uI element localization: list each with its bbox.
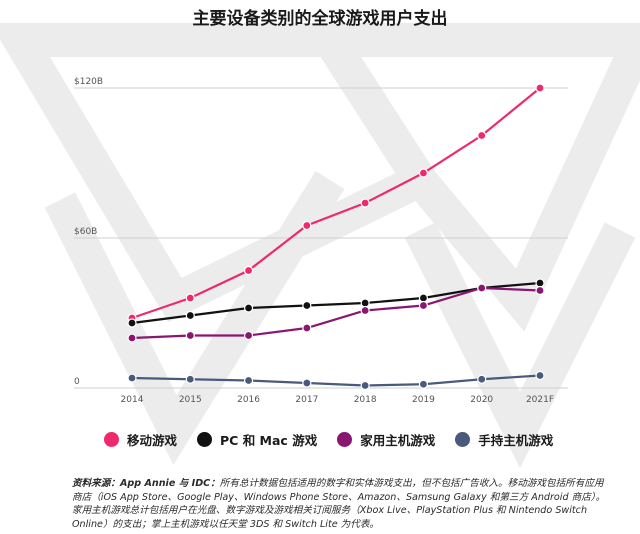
data-point [535, 370, 545, 381]
data-point [302, 220, 312, 231]
data-point [127, 373, 137, 383]
data-point [243, 375, 254, 386]
y-tick-labels: $120B $60B 0 [74, 77, 103, 387]
series-3 [127, 370, 545, 391]
grid-lines [74, 87, 568, 389]
x-tick-label: 2014 [121, 395, 144, 405]
legend-label: PC 和 Mac 游戏 [220, 432, 318, 448]
series-2 [127, 283, 545, 343]
series-line [131, 87, 541, 320]
legend-item: PC 和 Mac 游戏 [197, 430, 317, 449]
series-line [131, 286, 541, 340]
legend-swatch [104, 431, 119, 447]
series-0 [127, 83, 545, 323]
data-point [243, 303, 254, 313]
legend-swatch [197, 431, 213, 447]
data-point [302, 300, 312, 311]
footnote-source-label: 资料来源：App Annie 与 IDC： [72, 478, 220, 489]
x-tick-labels: 2014 2015 2016 2017 2018 2019 2020 2021F [121, 395, 555, 405]
legend-item: 手持主机游戏 [455, 430, 553, 449]
x-tick-label: 2017 [295, 395, 318, 405]
data-point [535, 83, 545, 93]
data-point [243, 330, 254, 341]
data-point [535, 278, 545, 288]
data-point [185, 293, 195, 303]
data-point [185, 330, 195, 341]
data-point [535, 285, 545, 296]
legend-label: 家用主机游戏 [360, 432, 436, 448]
x-tick-label: 2016 [237, 395, 260, 405]
data-point [418, 168, 429, 178]
series-line [131, 374, 541, 387]
legend-label: 手持主机游戏 [478, 432, 554, 448]
data-point [127, 318, 137, 328]
data-point [360, 305, 370, 316]
data-point [302, 323, 312, 333]
y-tick-label: $60B [74, 227, 97, 237]
series-lines [127, 83, 545, 391]
data-point [360, 380, 370, 391]
legend-label: 移动游戏 [127, 432, 178, 448]
data-point [477, 374, 487, 384]
x-tick-label: 2018 [354, 395, 377, 405]
data-point [360, 198, 370, 208]
x-tick-label: 2021F [526, 395, 554, 405]
y-tick-label: 0 [74, 377, 80, 387]
legend-swatch [455, 431, 471, 447]
series-line [131, 281, 541, 325]
data-point [302, 378, 312, 388]
data-point [418, 300, 429, 311]
legend: 移动游戏 PC 和 Mac 游戏 家用主机游戏 手持主机游戏 [104, 428, 604, 450]
data-point [418, 293, 429, 303]
data-point [127, 333, 137, 343]
data-point [243, 265, 254, 276]
legend-item: 移动游戏 [104, 430, 177, 449]
x-tick-label: 2015 [179, 395, 202, 405]
data-point [360, 298, 370, 308]
data-point [185, 310, 195, 321]
footnote: 资料来源：App Annie 与 IDC：所有总计数据包括适用的数字和实体游戏支… [72, 477, 612, 531]
chart-title: 主要设备类别的全球游戏用户支出 [193, 8, 448, 29]
x-tick-label: 2020 [470, 395, 493, 405]
footnote-text: 所有总计数据包括适用的数字和实体游戏支出，但不包括广告收入。移动游戏包括所有应用… [72, 478, 606, 530]
legend-item: 家用主机游戏 [337, 430, 435, 449]
data-point [185, 374, 195, 384]
legend-swatch [337, 431, 353, 447]
x-tick-label: 2019 [412, 395, 435, 405]
y-tick-label: $120B [74, 77, 103, 87]
data-point [477, 130, 487, 141]
data-point [418, 379, 429, 389]
background-watermark [0, 23, 640, 469]
data-point [477, 283, 487, 293]
